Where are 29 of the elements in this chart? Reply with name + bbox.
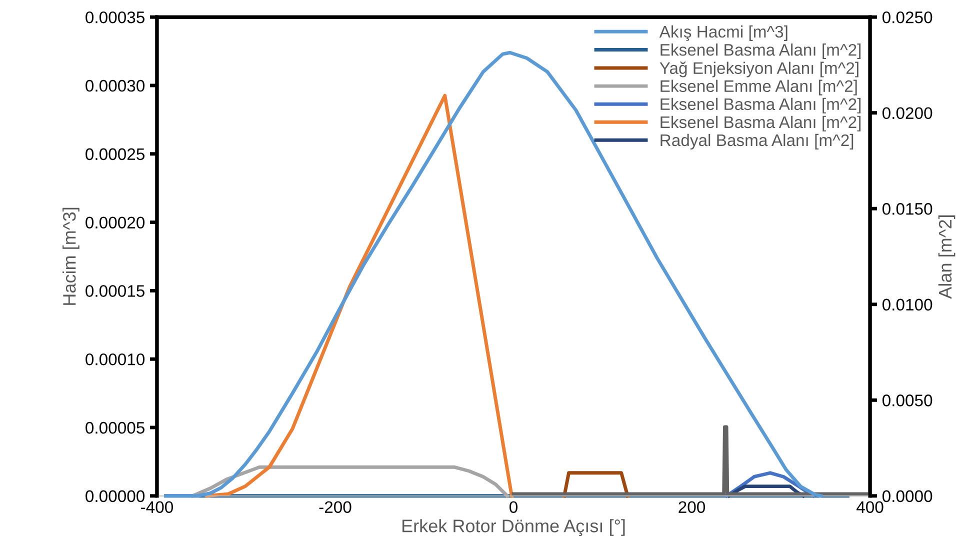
legend-label: Radyal Basma Alanı [m^2] xyxy=(660,134,854,150)
legend-label: Eksenel Basma Alanı [m^2] xyxy=(660,116,861,132)
y-tick-label: 0.00030 xyxy=(86,80,145,92)
y2-tick-label: 0.0100 xyxy=(882,298,932,311)
y2-tick-label: 0.0200 xyxy=(882,107,932,120)
y-axis-title: Hacim [m^3] xyxy=(62,208,80,305)
y2-tick-label: 0.0250 xyxy=(882,11,932,24)
y2-tick-label: 0.0000 xyxy=(882,490,932,502)
y-tick-label: 0.00015 xyxy=(86,285,144,297)
y2-axis-title: Alan [m^2] xyxy=(938,215,956,299)
y-tick-label: 0.00025 xyxy=(86,148,144,160)
y-tick-label: 0.00035 xyxy=(86,11,144,24)
legend-label: Akış Hacmi [m^3] xyxy=(659,25,788,42)
legend-label: Yağ Enjeksiyon Alanı [m^2] xyxy=(660,62,858,78)
legend-label: Eksenel Emme Alanı [m^2] xyxy=(660,80,857,96)
x-tick-label: 400 xyxy=(856,501,884,514)
y-tick-label: 0.00000 xyxy=(86,490,145,502)
x-tick-label: 200 xyxy=(678,501,706,514)
y-tick-label: 0.00005 xyxy=(86,422,144,434)
y2-tick-label: 0.0050 xyxy=(882,394,932,406)
x-tick-label: -400 xyxy=(141,501,173,514)
x-tick-label: -200 xyxy=(319,501,352,514)
y-tick-label: 0.00020 xyxy=(86,216,145,228)
x-tick-label: 0 xyxy=(510,501,518,514)
legend-label: Eksenel Basma Alanı [m^2] xyxy=(660,98,861,114)
x-axis-title: Erkek Rotor Dönme Açısı [°] xyxy=(402,519,625,536)
y-tick-label: 0.00010 xyxy=(86,353,145,366)
legend-label: Eksenel Basma Alanı [m^2] xyxy=(660,44,861,60)
y2-tick-label: 0.0150 xyxy=(882,203,932,215)
